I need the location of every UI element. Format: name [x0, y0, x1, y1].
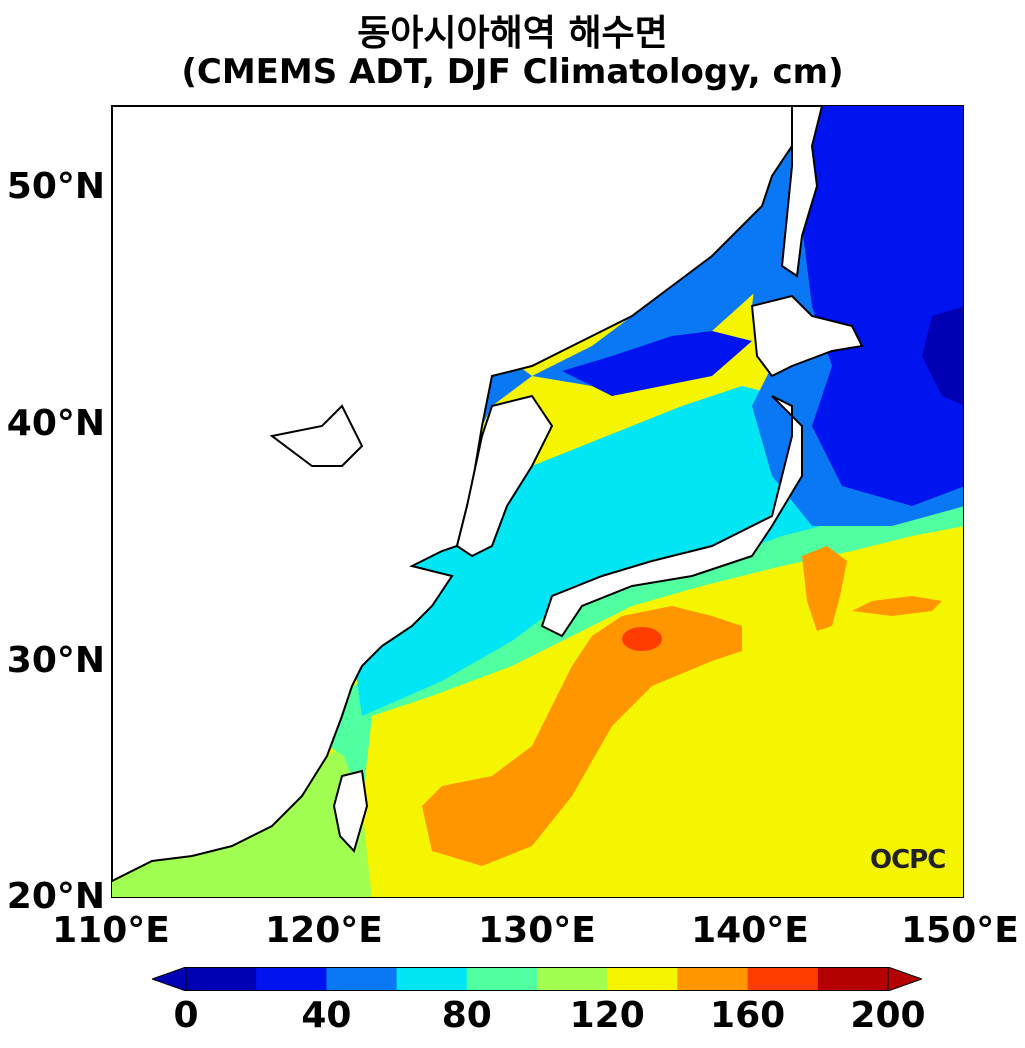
lat-tick-30: 30°N — [6, 640, 105, 681]
colorbar-outline — [185, 967, 889, 991]
colorbar-tick-label: 160 — [710, 995, 786, 1036]
field-20-40-b — [562, 331, 752, 396]
colorbar-tick-label: 40 — [301, 995, 352, 1036]
field-140-160-c — [852, 596, 942, 616]
lon-tick-120: 120°E — [265, 910, 383, 951]
colorbar-segment — [186, 967, 257, 991]
colorbar-tick-label: 0 — [173, 995, 199, 1036]
land-hokkaido — [750, 294, 864, 378]
lat-tick-50: 50°N — [6, 166, 105, 207]
field-0-20 — [922, 306, 963, 406]
field-140-160 — [422, 606, 742, 866]
chart-title-line1: 동아시아해역 해수면 — [357, 13, 668, 54]
lat-tick-40: 40°N — [6, 403, 105, 444]
land-korea — [455, 394, 554, 558]
colorbar-tick-label: 120 — [569, 995, 645, 1036]
lat-tick-20: 20°N — [6, 876, 105, 917]
colorbar-segment — [256, 967, 327, 991]
field-160-180 — [622, 627, 662, 651]
colorbar-tick-label: 200 — [850, 995, 926, 1036]
colorbar-segment — [817, 967, 889, 991]
colorbar — [152, 967, 922, 991]
colorbar-segment — [677, 967, 749, 991]
colorbar-extend-high — [887, 967, 922, 991]
land-asia — [112, 106, 804, 883]
land-taiwan — [332, 769, 369, 853]
map-plot-area — [111, 105, 964, 898]
land-sakhalin — [780, 106, 824, 278]
lon-tick-130: 130°E — [478, 910, 596, 951]
colorbar-segment — [396, 967, 468, 991]
land-japan — [540, 395, 803, 638]
sea-level-map — [112, 106, 963, 897]
chart-title-line2: (CMEMS ADT, DJF Climatology, cm) — [181, 52, 844, 92]
colorbar-segment — [747, 967, 819, 991]
colorbar-segment — [326, 967, 398, 991]
lon-tick-150: 150°E — [901, 910, 1019, 951]
land-bohai-shore — [269, 404, 364, 467]
lon-tick-110: 110°E — [52, 910, 170, 951]
colorbar-segment — [537, 967, 608, 991]
colorbar-extend-low — [152, 967, 187, 991]
field-20-40 — [802, 106, 963, 506]
ocpc-logo: OCPC — [870, 845, 946, 875]
field-80-100 — [312, 476, 963, 806]
colorbar-segment — [607, 967, 678, 991]
lon-tick-140: 140°E — [691, 910, 809, 951]
colorbar-segment — [466, 967, 538, 991]
field-40-60 — [277, 106, 832, 466]
field-140-160-b — [802, 546, 847, 631]
colorbar-tick-label: 80 — [441, 995, 492, 1036]
